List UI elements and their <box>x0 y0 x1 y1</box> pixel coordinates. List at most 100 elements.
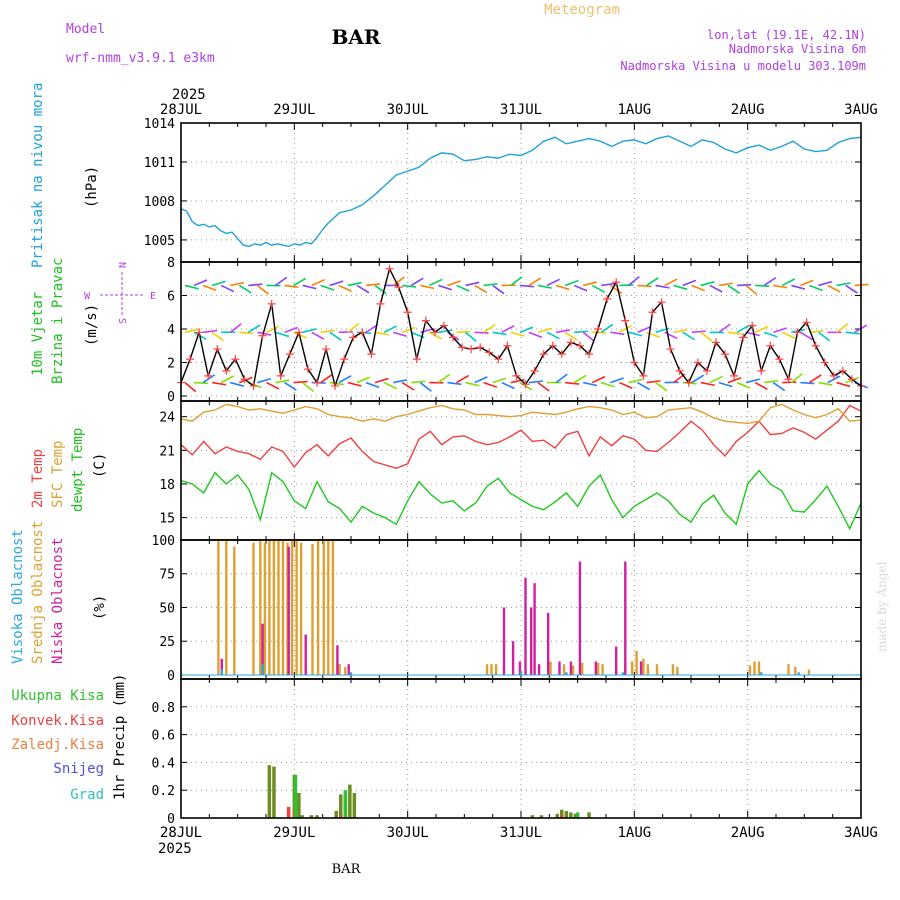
year-bottom: 2025 <box>158 841 192 857</box>
wind-arrow <box>682 279 697 287</box>
wind-arrow <box>365 324 379 334</box>
wind-arrow <box>737 283 752 287</box>
data-bar <box>624 561 627 675</box>
wind-arrow <box>329 280 344 287</box>
wind-arrow <box>745 284 758 296</box>
data-bar <box>338 664 341 675</box>
wind-arrow <box>284 326 298 334</box>
wind-arrow <box>401 381 415 391</box>
wind-arrow <box>456 374 470 384</box>
wind-arrow <box>419 381 432 392</box>
wind-arrow <box>320 329 335 334</box>
data-bar <box>268 540 271 675</box>
wind-arrow <box>211 280 226 287</box>
wind-arrow <box>763 331 778 338</box>
wind-arrow <box>266 325 280 334</box>
wind-arrow <box>637 326 651 334</box>
wind-arrow <box>347 281 362 287</box>
data-bar <box>334 811 338 818</box>
wind-arrow <box>528 277 542 287</box>
wind-arrow <box>356 376 371 384</box>
wind-point <box>467 345 476 354</box>
wind-arrow <box>564 331 578 341</box>
wind-arrow <box>619 324 633 334</box>
y-tick-label: 50 <box>159 601 175 616</box>
wind-point <box>240 375 249 384</box>
wind-arrow <box>356 284 370 294</box>
wind-arrow <box>773 284 788 289</box>
wind-point <box>313 378 321 387</box>
data-bar <box>560 809 564 818</box>
year-top: 2025 <box>172 87 206 103</box>
data-bar <box>485 664 489 675</box>
wind-arrow <box>184 381 197 393</box>
y-tick-label: 1014 <box>144 117 175 132</box>
data-bar <box>797 672 800 675</box>
y-tick-label: 1011 <box>144 156 175 171</box>
y-tick-label: 4 <box>167 323 175 338</box>
wind-point <box>748 321 757 330</box>
wind-point <box>711 338 720 347</box>
data-bar <box>290 540 294 675</box>
series-line <box>180 404 862 470</box>
data-bar <box>272 766 276 818</box>
wind-point <box>702 366 711 375</box>
data-bar <box>569 661 573 675</box>
wind-point <box>648 308 657 317</box>
wind-point <box>249 381 258 390</box>
data-bar <box>286 806 291 818</box>
wind-arrow <box>239 331 254 335</box>
wind-arrow <box>401 326 416 334</box>
wind-point <box>385 264 394 273</box>
data-bar <box>261 623 264 675</box>
y-tick-label: 24 <box>159 411 175 426</box>
wind-arrow <box>230 281 245 287</box>
wind-arrow <box>193 279 208 287</box>
wind-arrow <box>392 331 407 337</box>
wind-arrow <box>338 375 352 384</box>
wind-arrow <box>275 276 288 287</box>
wind-point <box>621 316 630 325</box>
wind-arrow <box>555 284 570 291</box>
wind-arrow <box>492 331 507 336</box>
data-bar <box>562 664 566 675</box>
wind-arrow <box>682 331 696 341</box>
wind-arrow <box>365 381 380 389</box>
data-bar <box>646 664 650 675</box>
data-bar <box>565 672 568 675</box>
wind-arrow <box>537 327 552 334</box>
data-bar <box>295 540 298 675</box>
wind-arrow <box>763 276 777 287</box>
data-bar <box>490 664 493 675</box>
date-tick-label: 29JUL <box>273 825 315 841</box>
dewpt-label: dewpt Temp <box>70 428 86 512</box>
wind-point <box>430 328 439 337</box>
date-tick-label: 2AUG <box>731 825 765 841</box>
data-bar <box>316 540 320 675</box>
wind-point <box>639 371 648 380</box>
wind-point <box>530 366 539 375</box>
wind-arrow <box>365 283 381 287</box>
compass-rose-icon <box>100 272 144 316</box>
wind-arrow <box>203 329 218 334</box>
y-tick-label: 21 <box>159 444 175 459</box>
date-tick-label: 28JUL <box>160 825 202 841</box>
data-bar <box>569 812 573 818</box>
wind-point <box>376 299 385 308</box>
data-bar <box>336 645 339 675</box>
wind-arrow <box>565 381 580 385</box>
data-bar <box>575 812 580 818</box>
wind-arrow <box>447 280 461 287</box>
data-bar <box>573 813 578 818</box>
wind-arrow <box>338 284 352 293</box>
wind-arrow <box>374 377 389 384</box>
wind-point <box>303 365 312 374</box>
compass-e: E <box>150 291 156 302</box>
wind-arrow <box>773 327 787 334</box>
data-bar <box>502 607 506 675</box>
wind-arrow <box>483 323 496 334</box>
date-tick-label: 30JUL <box>387 102 429 118</box>
wind-point <box>521 380 530 389</box>
wind-arrow <box>194 381 209 385</box>
wind-point <box>222 366 231 375</box>
